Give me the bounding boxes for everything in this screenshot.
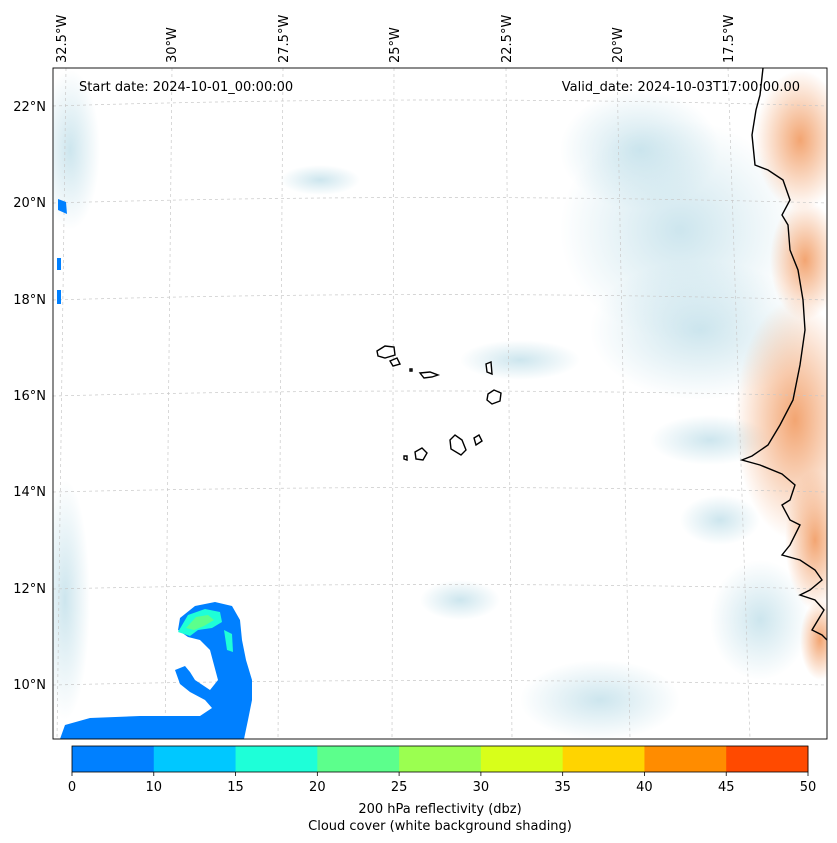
coastlines: [739, 68, 827, 641]
colorbar-segment: [72, 746, 155, 772]
colorbar-segment: [562, 746, 645, 772]
lat-label: 10°N: [13, 678, 46, 693]
lat-label: 20°N: [13, 196, 46, 211]
islands: [376, 345, 502, 461]
colorbar-tick-label: 20: [309, 780, 326, 795]
colorbar-segments: [72, 746, 809, 772]
longitude-labels: 32.5°W 30°W 27.5°W 25°W 22.5°W 20°W 17.5…: [55, 15, 737, 63]
lon-label: 17.5°W: [722, 15, 737, 63]
colorbar-segment: [480, 746, 564, 772]
lat-label: 18°N: [13, 293, 46, 308]
colorbar-segment: [153, 746, 237, 772]
colorbar-tick-label: 30: [473, 780, 490, 795]
lon-label: 32.5°W: [55, 15, 70, 63]
lon-label: 22.5°W: [500, 15, 515, 63]
valid-date-text: Valid_date: 2024-10-03T17:00:00.00: [562, 80, 800, 95]
colorbar-segment: [726, 746, 809, 772]
colorbar-segment: [235, 746, 318, 772]
cloud-cover-shading: [53, 70, 810, 739]
colorbar-tick-label: 0: [68, 780, 76, 795]
colorbar-tick-label: 40: [636, 780, 653, 795]
colorbar-frame: [71, 745, 809, 773]
lat-label: 16°N: [13, 389, 46, 404]
colorbar: 0 10 15 20 25 30 35 40 45 50 200 hPa reflectivity…: [68, 745, 816, 834]
lat-label: 14°N: [13, 485, 46, 500]
lon-label: 30°W: [165, 27, 180, 63]
colorbar-title: 200 hPa reflectivity (dbz): [358, 802, 521, 817]
lon-label: 20°W: [611, 27, 626, 63]
colorbar-tick-label: 50: [800, 780, 817, 795]
lon-label: 25°W: [388, 27, 403, 63]
map-frame: [52, 67, 828, 740]
colorbar-segment: [644, 746, 727, 772]
colorbar-segment: [317, 746, 400, 772]
colorbar-tick-label: 15: [227, 780, 244, 795]
colorbar-subtitle: Cloud cover (white background shading): [308, 819, 572, 834]
lat-label: 22°N: [13, 100, 46, 115]
reflectivity-features: [57, 199, 252, 739]
start-date-text: Start date: 2024-10-01_00:00:00: [79, 80, 293, 95]
lon-label: 27.5°W: [277, 15, 292, 63]
colorbar-ticks: 0 10 15 20 25 30 35 40 45 50: [68, 772, 816, 795]
latitude-labels: 22°N 20°N 18°N 16°N 14°N 12°N 10°N: [13, 100, 46, 693]
colorbar-tick-label: 45: [718, 780, 735, 795]
gridlines: [53, 68, 827, 739]
colorbar-segment: [399, 746, 482, 772]
map-area: [53, 68, 827, 739]
colorbar-tick-label: 10: [146, 780, 163, 795]
colorbar-tick-label: 35: [554, 780, 571, 795]
land-shading: [735, 70, 827, 680]
lat-label: 12°N: [13, 582, 46, 597]
colorbar-tick-label: 25: [391, 780, 408, 795]
